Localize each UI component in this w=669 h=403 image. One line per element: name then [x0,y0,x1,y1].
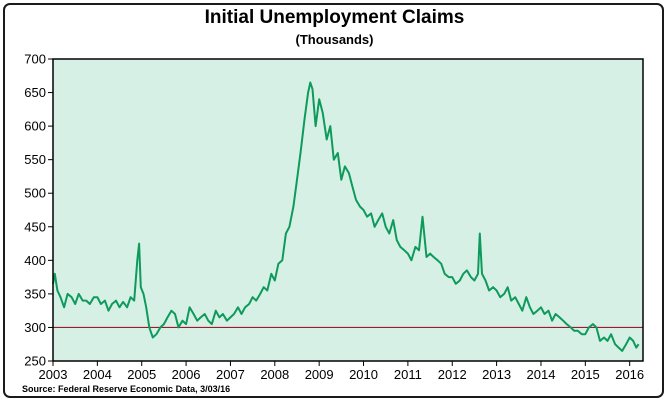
y-axis: 250 300 350 400 450 500 550 600 650 700 [24,52,53,369]
y-tick-label-250: 250 [24,354,46,369]
x-tick-label-2011: 2011 [394,367,422,382]
x-tick-label-2004: 2004 [83,367,112,382]
y-tick-label-550: 550 [24,152,46,167]
x-tick-label-2010: 2010 [349,367,378,382]
plot-border [52,58,644,362]
x-tick-label-2012: 2012 [438,367,467,382]
y-tick-label-300: 300 [24,320,46,335]
x-tick-label-2016: 2016 [615,367,644,382]
series-line-0 [52,81,640,352]
y-tick-label-600: 600 [24,119,46,134]
x-tick-label-2006: 2006 [172,367,201,382]
x-tick-label-2009: 2009 [305,367,334,382]
y-tick-label-350: 350 [24,286,46,301]
x-tick-label-2007: 2007 [216,367,245,382]
x-tick-label-2014: 2014 [527,367,556,382]
x-tick-label-2005: 2005 [127,367,156,382]
y-tick-label-450: 450 [24,219,46,234]
y-tick-label-500: 500 [24,186,46,201]
y-tick-label-700: 700 [24,52,46,67]
x-axis: 2003 2004 2005 2006 2007 2008 2009 2010 2011 2012… [39,361,644,382]
y-tick-label-400: 400 [24,253,46,268]
chart-title: Initial Unemployment Claims [204,7,465,28]
source-note: Source: Federal Reserve Economic Data, 3… [22,384,231,394]
x-tick-label-2003: 2003 [39,367,68,382]
y-tick-label-650: 650 [24,85,46,100]
chart-subtitle: (Thousands) [295,32,374,47]
series-group [52,81,640,352]
x-tick-label-2013: 2013 [482,367,511,382]
plot-area [53,59,643,361]
x-tick-label-2008: 2008 [260,367,289,382]
x-tick-label-2015: 2015 [571,367,600,382]
